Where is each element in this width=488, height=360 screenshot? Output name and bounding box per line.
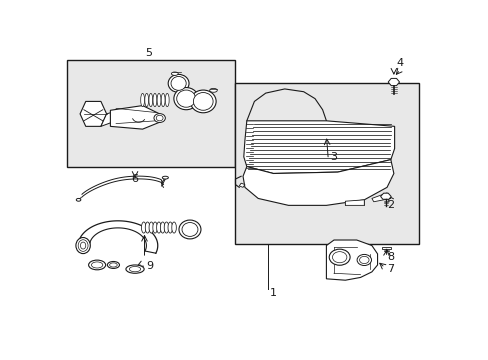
Ellipse shape [141,222,146,233]
Ellipse shape [156,115,163,121]
Ellipse shape [91,262,102,268]
Ellipse shape [171,72,178,75]
Polygon shape [239,183,244,187]
Text: 9: 9 [146,261,153,271]
Text: 3: 3 [330,152,337,162]
Text: 6: 6 [131,174,138,184]
Ellipse shape [149,222,153,233]
Ellipse shape [359,256,368,264]
Text: 7: 7 [386,264,394,274]
Text: 8: 8 [386,252,394,262]
Ellipse shape [164,222,168,233]
Ellipse shape [144,93,148,107]
Ellipse shape [332,252,346,263]
Polygon shape [243,159,393,205]
Text: 5: 5 [144,48,151,58]
Ellipse shape [157,93,161,107]
Ellipse shape [145,222,149,233]
Ellipse shape [156,222,161,233]
Polygon shape [80,102,106,126]
Ellipse shape [193,93,213,110]
Ellipse shape [174,87,198,110]
Ellipse shape [171,222,176,233]
Bar [235,84,418,244]
Ellipse shape [153,93,157,107]
Ellipse shape [209,89,217,92]
Ellipse shape [179,220,201,239]
Text: 2: 2 [386,201,394,210]
Polygon shape [326,240,377,280]
Polygon shape [345,200,364,205]
Ellipse shape [168,222,172,233]
Text: 1: 1 [269,288,276,298]
Ellipse shape [154,114,165,122]
Ellipse shape [165,93,169,107]
Polygon shape [110,105,159,129]
Polygon shape [387,78,399,86]
Ellipse shape [109,263,117,267]
Polygon shape [371,193,390,202]
Ellipse shape [107,261,119,269]
Ellipse shape [76,238,90,253]
Polygon shape [381,247,390,249]
Ellipse shape [126,265,144,273]
Ellipse shape [171,76,186,90]
Ellipse shape [76,198,81,201]
Ellipse shape [129,266,141,272]
Ellipse shape [162,176,168,179]
Ellipse shape [182,222,198,237]
Ellipse shape [153,222,157,233]
Text: 4: 4 [396,58,403,68]
Ellipse shape [141,93,144,107]
Ellipse shape [161,93,164,107]
Ellipse shape [356,255,371,266]
Polygon shape [101,111,116,126]
Bar [67,60,235,167]
Ellipse shape [160,222,164,233]
Polygon shape [244,121,394,174]
Ellipse shape [328,249,349,265]
Ellipse shape [78,240,88,251]
Ellipse shape [168,75,189,93]
Ellipse shape [88,260,105,270]
Ellipse shape [190,90,216,113]
Ellipse shape [176,90,195,107]
Polygon shape [380,193,390,199]
Ellipse shape [81,242,85,249]
Ellipse shape [149,93,152,107]
